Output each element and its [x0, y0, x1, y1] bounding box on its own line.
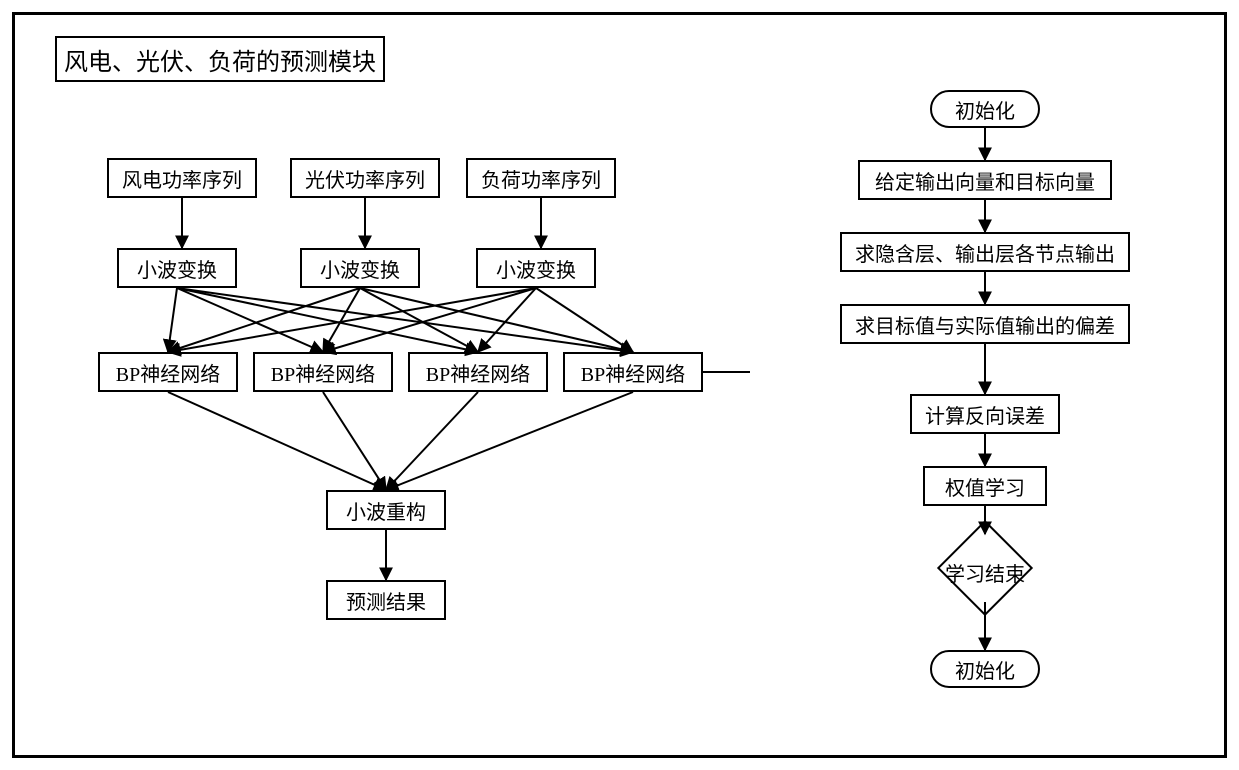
step-2: 求隐含层、输出层各节点输出 — [840, 232, 1130, 272]
input-load: 负荷功率序列 — [466, 158, 616, 198]
input-solar: 光伏功率序列 — [290, 158, 440, 198]
wavelet-2: 小波变换 — [300, 248, 420, 288]
step-3: 求目标值与实际值输出的偏差 — [840, 304, 1130, 344]
step-5: 权值学习 — [923, 466, 1047, 506]
bp-nn-1: BP神经网络 — [98, 352, 238, 392]
bp-nn-2: BP神经网络 — [253, 352, 393, 392]
wavelet-1: 小波变换 — [117, 248, 237, 288]
step-4: 计算反向误差 — [910, 394, 1060, 434]
bp-nn-4: BP神经网络 — [563, 352, 703, 392]
step-1: 给定输出向量和目标向量 — [858, 160, 1112, 200]
wavelet-3: 小波变换 — [476, 248, 596, 288]
end-terminal: 初始化 — [930, 650, 1040, 688]
wavelet-recon: 小波重构 — [326, 490, 446, 530]
input-wind: 风电功率序列 — [107, 158, 257, 198]
module-title: 风电、光伏、负荷的预测模块 — [55, 36, 385, 82]
bp-nn-3: BP神经网络 — [408, 352, 548, 392]
decision-label: 学习结束 — [938, 558, 1032, 587]
start-terminal: 初始化 — [930, 90, 1040, 128]
prediction-result: 预测结果 — [326, 580, 446, 620]
